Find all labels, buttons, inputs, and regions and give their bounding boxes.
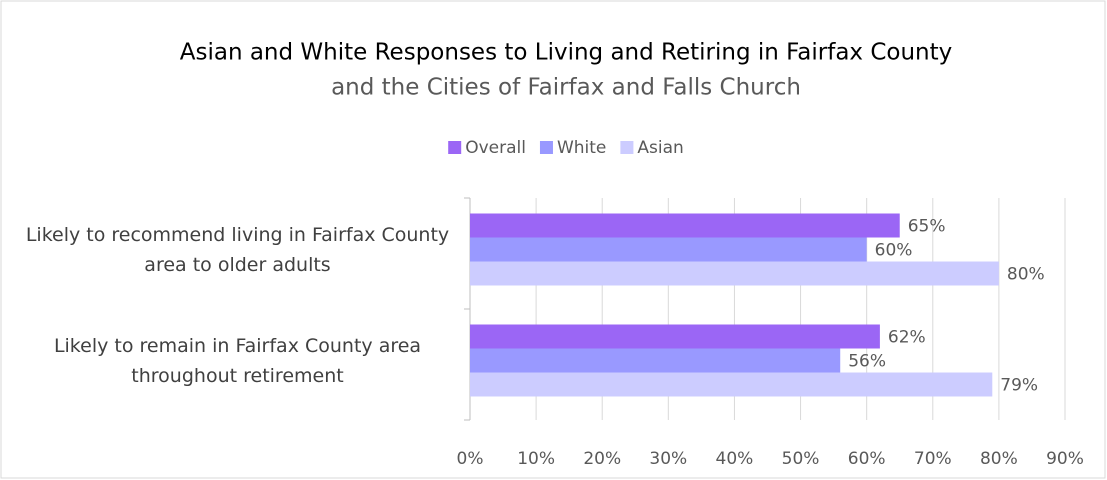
- y-tick-label: Likely to recommend living in Fairfax Co…: [25, 223, 450, 276]
- value-label: 79%: [1000, 376, 1038, 396]
- x-tick-label: 50%: [782, 449, 820, 469]
- value-label: 56%: [848, 352, 886, 372]
- x-tick-label: 70%: [914, 449, 952, 469]
- bar: [470, 324, 880, 349]
- bar: [470, 261, 999, 286]
- x-tick-label: 0%: [457, 449, 484, 469]
- chart-subtitle: and the Cities of Fairfax and Falls Chur…: [331, 75, 801, 101]
- bar: [470, 237, 867, 262]
- value-label: 80%: [1007, 265, 1045, 285]
- x-tick-label: 20%: [583, 449, 621, 469]
- bar: [470, 348, 841, 373]
- chart-title: Asian and White Responses to Living and …: [180, 40, 953, 66]
- x-tick-label: 60%: [848, 449, 886, 469]
- legend-label: Asian: [637, 138, 683, 158]
- value-label: 60%: [875, 241, 913, 261]
- legend-swatch: [539, 141, 553, 154]
- x-tick-label: 80%: [980, 449, 1018, 469]
- x-tick-label: 10%: [517, 449, 555, 469]
- x-tick-label: 90%: [1046, 449, 1084, 469]
- x-tick-label: 30%: [649, 449, 687, 469]
- legend-swatch: [448, 141, 462, 154]
- legend-label: White: [557, 138, 606, 158]
- x-tick-label: 40%: [716, 449, 754, 469]
- bar: [470, 213, 900, 238]
- value-label: 62%: [888, 328, 926, 348]
- value-label: 65%: [908, 217, 946, 237]
- legend-swatch: [620, 141, 634, 154]
- y-tick-label: Likely to remain in Fairfax County area …: [53, 334, 422, 387]
- legend-label: Overall: [465, 138, 526, 158]
- bar: [470, 372, 993, 397]
